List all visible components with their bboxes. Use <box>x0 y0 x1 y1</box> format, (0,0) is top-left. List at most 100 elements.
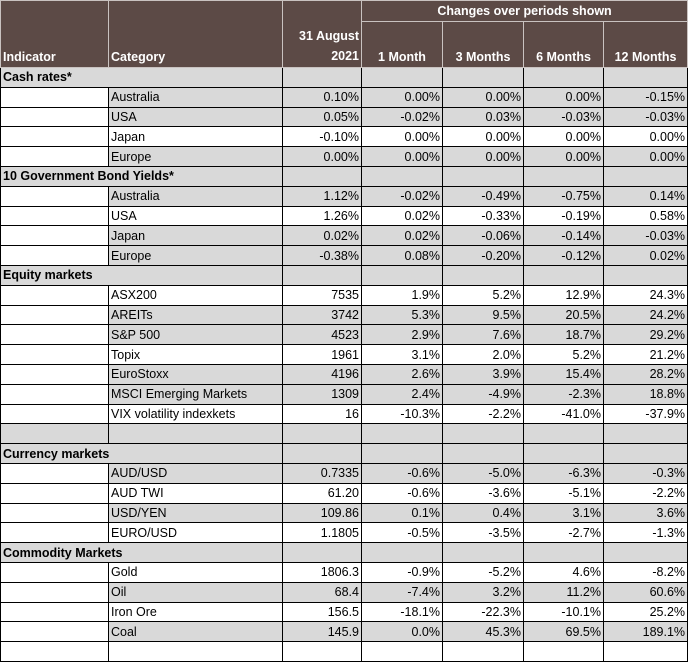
empty-cell <box>523 542 604 563</box>
change-cell: 18.7% <box>523 324 604 346</box>
change-cell: -0.33% <box>442 205 524 227</box>
section-title: Cash rates* <box>0 67 283 88</box>
category-cell: Iron Ore <box>108 601 283 623</box>
header-blank-indicator: Indicator <box>0 0 109 68</box>
change-cell: 0.03% <box>442 106 524 128</box>
date-header-line2: 2021 <box>331 49 359 63</box>
change-cell: 0.02% <box>361 205 443 227</box>
empty-cell <box>282 641 362 662</box>
change-cell: -0.03% <box>602 225 688 247</box>
change-cell: -0.14% <box>523 225 604 247</box>
period-header: 6 Months <box>523 21 604 68</box>
category-cell: AREITs <box>108 304 283 326</box>
category-cell: USA <box>108 106 283 128</box>
table-row: AREITs 3742 5.3% 9.5% 20.5% 24.2% <box>0 304 688 326</box>
value-cell: 0.10% <box>282 86 362 108</box>
indicator-cell <box>0 324 109 346</box>
indicator-cell <box>0 284 109 306</box>
change-cell: -1.3% <box>602 522 688 544</box>
empty-cell <box>523 641 604 662</box>
change-cell: -8.2% <box>602 561 688 583</box>
empty-cell <box>0 641 109 662</box>
change-cell: 12.9% <box>523 284 604 306</box>
change-cell: -5.2% <box>442 561 524 583</box>
indicator-cell <box>0 462 109 484</box>
change-cell: 189.1% <box>602 621 688 643</box>
empty-cell <box>108 423 283 445</box>
table-row: USA 0.05% -0.02% 0.03% -0.03% -0.03% <box>0 106 688 128</box>
empty-cell <box>282 264 362 286</box>
value-cell: -0.38% <box>282 245 362 266</box>
change-cell: 5.3% <box>361 304 443 326</box>
change-cell: 2.4% <box>361 383 443 405</box>
change-cell: 2.0% <box>442 344 524 365</box>
section-title: Commodity Markets <box>0 542 283 563</box>
section-header-row: Cash rates* <box>0 67 688 88</box>
change-cell: -0.75% <box>523 185 604 207</box>
indicator-cell <box>0 621 109 643</box>
category-cell: Europe <box>108 245 283 266</box>
change-cell: 60.6% <box>602 581 688 603</box>
empty-cell <box>523 67 604 88</box>
section-title: Currency markets <box>0 443 283 464</box>
empty-cell <box>602 67 688 88</box>
change-cell: 3.6% <box>602 502 688 524</box>
empty-cell <box>523 165 604 187</box>
empty-cell <box>602 264 688 286</box>
category-cell: Australia <box>108 86 283 108</box>
change-cell: 3.1% <box>523 502 604 524</box>
change-cell: -5.1% <box>523 482 604 504</box>
change-cell: 0.00% <box>442 86 524 108</box>
value-cell: 0.00% <box>282 146 362 167</box>
category-header: Category <box>111 50 166 64</box>
value-cell: 109.86 <box>282 502 362 524</box>
spacer-row <box>0 641 688 662</box>
change-cell: 7.6% <box>442 324 524 346</box>
change-cell: 0.08% <box>361 245 443 266</box>
change-cell: -0.20% <box>442 245 524 266</box>
empty-cell <box>361 67 443 88</box>
change-cell: -2.2% <box>602 482 688 504</box>
empty-cell <box>442 641 524 662</box>
indicator-cell <box>0 205 109 227</box>
empty-cell <box>523 264 604 286</box>
change-cell: -0.03% <box>602 106 688 128</box>
table-row: EURO/USD 1.1805 -0.5% -3.5% -2.7% -1.3% <box>0 522 688 544</box>
change-cell: 24.2% <box>602 304 688 326</box>
change-cell: 0.02% <box>361 225 443 247</box>
table-row: S&P 500 4523 2.9% 7.6% 18.7% 29.2% <box>0 324 688 346</box>
empty-cell <box>0 423 109 445</box>
indicator-cell <box>0 304 109 326</box>
value-cell: 0.7335 <box>282 462 362 484</box>
table-row: Europe 0.00% 0.00% 0.00% 0.00% 0.00% <box>0 146 688 167</box>
header-blank-category: Category <box>108 0 283 68</box>
value-cell: -0.10% <box>282 126 362 148</box>
empty-cell <box>442 264 524 286</box>
value-cell: 1309 <box>282 383 362 405</box>
empty-cell <box>442 423 524 445</box>
section-header-row: 10 Government Bond Yields* <box>0 165 688 187</box>
change-cell: 28.2% <box>602 363 688 385</box>
change-cell: 3.9% <box>442 363 524 385</box>
table-row: VIX volatility indexkets 16 -10.3% -2.2% -41… <box>0 403 688 425</box>
change-cell: 69.5% <box>523 621 604 643</box>
empty-cell <box>361 641 443 662</box>
empty-cell <box>442 67 524 88</box>
change-cell: 25.2% <box>602 601 688 623</box>
indicator-cell <box>0 126 109 148</box>
category-cell: MSCI Emerging Markets <box>108 383 283 405</box>
empty-cell <box>523 443 604 464</box>
change-cell: 2.6% <box>361 363 443 385</box>
date-header: 31 August 2021 <box>282 0 362 68</box>
change-cell: -22.3% <box>442 601 524 623</box>
change-cell: 0.02% <box>602 245 688 266</box>
category-cell: Topix <box>108 344 283 365</box>
empty-cell <box>282 165 362 187</box>
section-title: Equity markets <box>0 264 283 286</box>
table-header: Indicator Category 31 August 2021 Change… <box>0 0 688 68</box>
table-row: ASX200 7535 1.9% 5.2% 12.9% 24.3% <box>0 284 688 306</box>
table-row: Gold 1806.3 -0.9% -5.2% 4.6% -8.2% <box>0 561 688 583</box>
table-row: Australia 1.12% -0.02% -0.49% -0.75% 0.14% <box>0 185 688 207</box>
indicator-cell <box>0 225 109 247</box>
change-cell: 0.00% <box>442 126 524 148</box>
